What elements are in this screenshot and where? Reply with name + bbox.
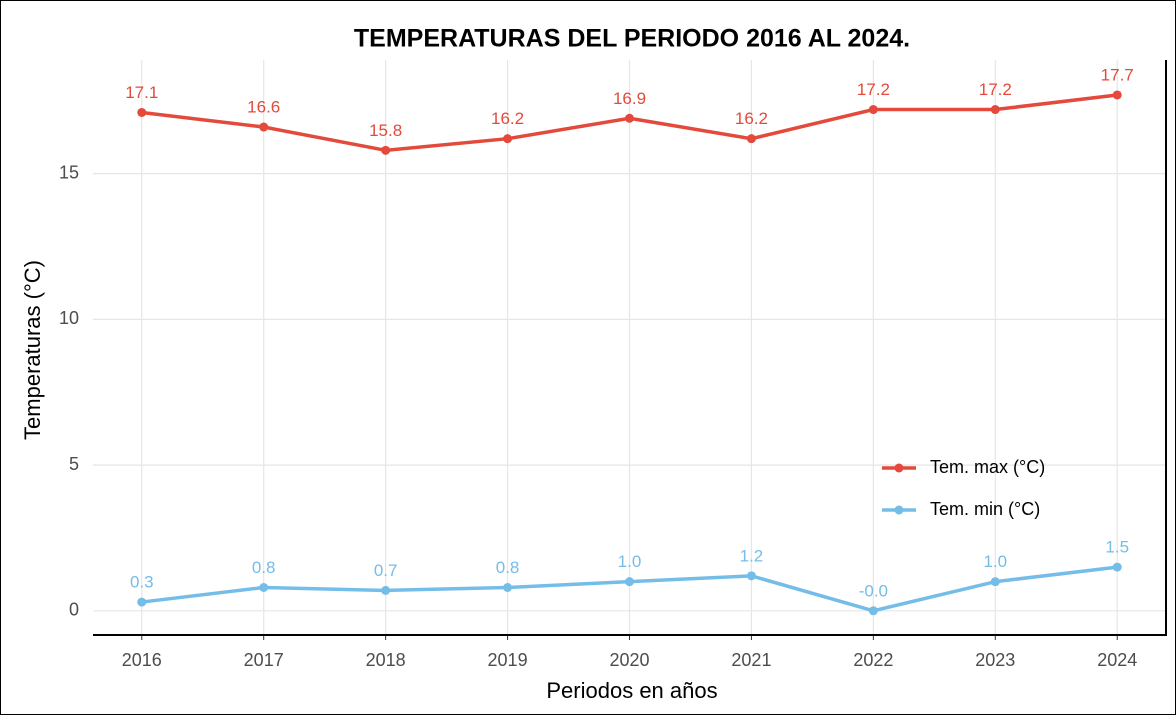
x-tick-label: 2018: [366, 650, 406, 670]
data-label: -0.0: [859, 581, 888, 600]
data-point: [990, 105, 1000, 115]
data-label: 17.2: [857, 80, 890, 99]
data-point: [137, 107, 147, 117]
data-point: [1112, 90, 1122, 100]
legend-point: [894, 463, 904, 473]
data-label: 16.2: [735, 109, 768, 128]
legend-label: Tem. min (°C): [930, 499, 1040, 519]
x-tick-label: 2021: [731, 650, 771, 670]
data-point: [503, 134, 513, 144]
data-label: 0.8: [496, 558, 520, 577]
data-point: [259, 582, 269, 592]
data-label: 1.0: [983, 552, 1007, 571]
data-point: [868, 105, 878, 115]
y-tick-label: 15: [59, 162, 79, 182]
x-axis-label: Periodos en años: [546, 678, 717, 703]
x-tick-label: 2020: [609, 650, 649, 670]
x-tick-label: 2017: [244, 650, 284, 670]
x-tick-label: 2019: [488, 650, 528, 670]
data-label: 0.8: [252, 558, 276, 577]
legend-label: Tem. max (°C): [930, 457, 1045, 477]
data-label: 1.5: [1105, 538, 1129, 557]
data-point: [625, 113, 634, 123]
data-label: 16.6: [247, 98, 280, 117]
x-tick-label: 2016: [122, 650, 162, 670]
chart-title: TEMPERATURAS DEL PERIODO 2016 AL 2024.: [354, 25, 910, 53]
data-point: [746, 571, 756, 581]
x-tick-label: 2022: [853, 650, 893, 670]
data-label: 0.3: [130, 573, 154, 592]
y-axis-label: Temperaturas (°C): [20, 260, 45, 440]
data-point: [137, 597, 147, 607]
y-tick-label: 10: [59, 308, 79, 328]
data-point: [746, 134, 756, 144]
data-label: 17.1: [125, 83, 158, 102]
data-point: [381, 145, 391, 155]
y-tick-label: 0: [69, 600, 79, 620]
data-point: [381, 585, 391, 595]
data-label: 0.7: [374, 561, 398, 580]
data-point: [625, 577, 634, 587]
data-label: 17.7: [1101, 65, 1134, 84]
y-tick-label: 5: [69, 454, 79, 474]
x-tick-label: 2023: [975, 650, 1015, 670]
data-label: 16.9: [613, 89, 646, 108]
legend-point: [894, 505, 904, 515]
data-label: 1.2: [740, 546, 764, 565]
data-point: [503, 582, 513, 592]
x-tick-label: 2024: [1097, 650, 1137, 670]
data-point: [868, 606, 878, 616]
data-point: [990, 577, 1000, 587]
data-label: 15.8: [369, 121, 402, 140]
data-point: [1112, 562, 1122, 572]
data-label: 17.2: [979, 80, 1012, 99]
data-label: 1.0: [618, 552, 642, 571]
data-point: [259, 122, 269, 132]
data-label: 16.2: [491, 109, 524, 128]
